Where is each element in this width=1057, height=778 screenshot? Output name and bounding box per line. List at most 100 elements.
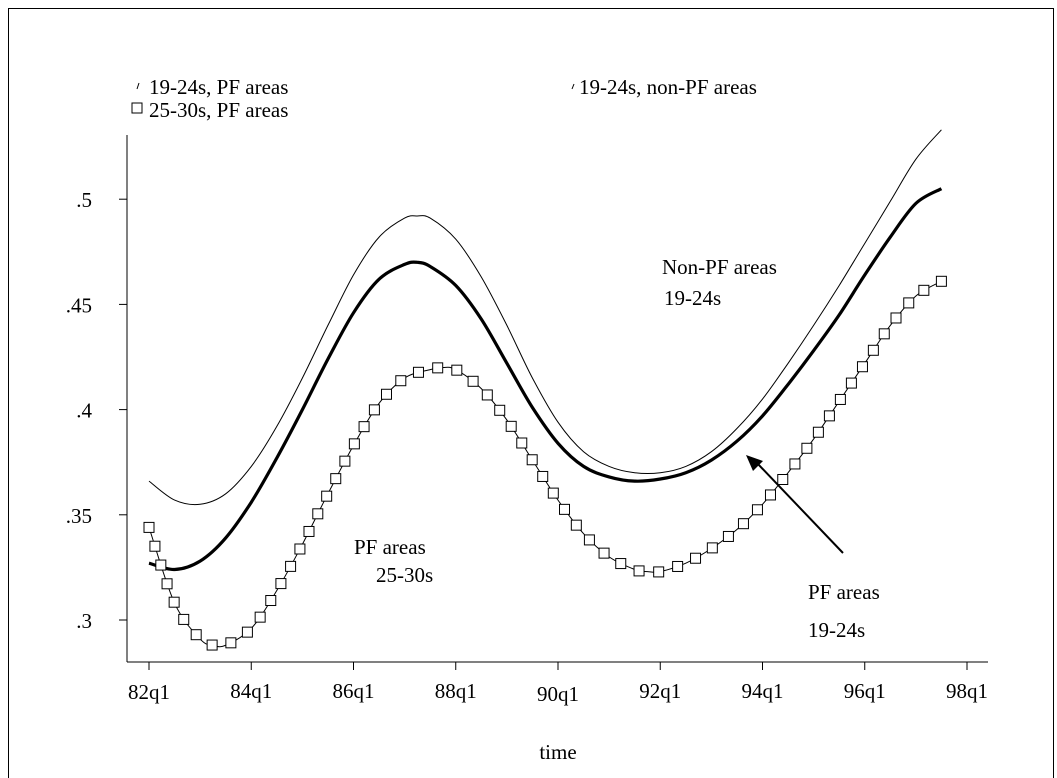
marker-square [168, 596, 180, 608]
x-tick-label: 96q1 [844, 679, 886, 703]
x-tick-label: 98q1 [946, 679, 988, 703]
marker-square [615, 558, 627, 570]
legend: 19-24s, PF areas 19-24s, non-PF areas 25… [131, 75, 757, 122]
marker-square [451, 364, 463, 376]
x-axis-title: time [539, 740, 576, 764]
marker-square [903, 297, 915, 309]
marker-square [867, 344, 879, 356]
marker-square [149, 540, 161, 552]
x-tick-label: 84q1 [230, 679, 272, 703]
marker-square [722, 530, 734, 542]
marker-square [321, 490, 333, 502]
series-line-19-24s-non-pf-areas [148, 129, 942, 506]
marker-square [834, 393, 846, 405]
series-line-19-24s-pf-areas [148, 187, 943, 572]
x-tick-label: 90q1 [537, 682, 579, 706]
marker-square [935, 275, 947, 287]
marker-square [653, 566, 665, 578]
marker-square [751, 504, 763, 516]
marker-square [823, 410, 835, 422]
marker-square [583, 534, 595, 546]
x-tick-label: 86q1 [333, 679, 375, 703]
annotation-non-pf-line1: Non-PF areas [662, 255, 777, 279]
marker-square [481, 389, 493, 401]
marker-square [598, 547, 610, 559]
marker-square [380, 388, 392, 400]
marker-square [801, 442, 813, 454]
marker-square [294, 543, 306, 555]
x-tick-label: 82q1 [128, 680, 170, 704]
legend-swatch-19-24s-pf [136, 82, 140, 90]
marker-square [348, 438, 360, 450]
marker-square [633, 565, 645, 577]
marker-square [737, 518, 749, 530]
marker-square [395, 375, 407, 387]
marker-square [358, 421, 370, 433]
annotation-arrow [746, 455, 844, 554]
series-layer [143, 129, 947, 651]
marker-square [526, 454, 538, 466]
arrow-shaft [756, 462, 844, 554]
legend-swatch-25-30s-pf [131, 102, 143, 114]
x-axis-ticks: 82q1 84q1 86q1 88q1 90q1 92q1 94q1 96q1 98q1 [128, 662, 988, 706]
marker-square [155, 559, 167, 571]
marker-square [161, 578, 173, 590]
marker-square [254, 611, 266, 623]
marker-square [432, 362, 444, 374]
annotation-non-pf-line2: 19-24s [664, 286, 721, 310]
marker-square [265, 595, 277, 607]
legend-swatch-19-24s-non-pf [571, 83, 575, 90]
marker-square [672, 560, 684, 572]
marker-square [339, 455, 351, 467]
marker-square [178, 613, 190, 625]
marker-square [812, 426, 824, 438]
y-tick-label: .45 [66, 293, 92, 317]
marker-square [494, 404, 506, 416]
annotation-non-pf-19-24s: Non-PF areas 19-24s [662, 255, 777, 310]
marker-square [143, 521, 155, 533]
marker-square [505, 420, 517, 432]
legend-label-19-24s-pf: 19-24s, PF areas [149, 75, 288, 99]
annotation-pf-19-24s: PF areas 19-24s [808, 580, 880, 642]
marker-square [789, 458, 801, 470]
marker-square [330, 473, 342, 485]
marker-square [285, 560, 297, 572]
marker-square [845, 377, 857, 389]
y-tick-label: .3 [76, 609, 92, 633]
y-axis-ticks: .3 .35 .4 .45 .5 [66, 188, 127, 633]
marker-square [516, 437, 528, 449]
marker-square [890, 312, 902, 324]
annotation-pf-25-30s-line2: 25-30s [376, 563, 433, 587]
marker-square [312, 508, 324, 520]
annotation-pf-19-24s-line2: 19-24s [808, 618, 865, 642]
marker-square [856, 361, 868, 373]
annotation-pf-19-24s-line1: PF areas [808, 580, 880, 604]
marker-square [206, 639, 218, 651]
marker-square [690, 552, 702, 564]
y-tick-label: .5 [76, 188, 92, 212]
legend-label-19-24s-non-pf: 19-24s, non-PF areas [579, 75, 757, 99]
marker-square [467, 375, 479, 387]
marker-square [275, 578, 287, 590]
x-tick-label: 94q1 [742, 679, 784, 703]
legend-label-25-30s-pf: 25-30s, PF areas [149, 98, 288, 122]
marker-square [706, 542, 718, 554]
marker-square [241, 626, 253, 638]
marker-square [918, 284, 930, 296]
x-tick-label: 88q1 [435, 679, 477, 703]
y-tick-label: .4 [76, 399, 92, 423]
marker-square [777, 474, 789, 486]
marker-square [190, 629, 202, 641]
marker-square [537, 470, 549, 482]
chart-frame [8, 8, 1054, 778]
marker-square [412, 366, 424, 378]
marker-square [547, 487, 559, 499]
marker-square [368, 404, 380, 416]
annotation-pf-25-30s-line1: PF areas [354, 535, 426, 559]
marker-square [559, 503, 571, 515]
marker-square [570, 519, 582, 531]
marker-square [764, 489, 776, 501]
marker-square [225, 637, 237, 649]
marker-square [878, 328, 890, 340]
